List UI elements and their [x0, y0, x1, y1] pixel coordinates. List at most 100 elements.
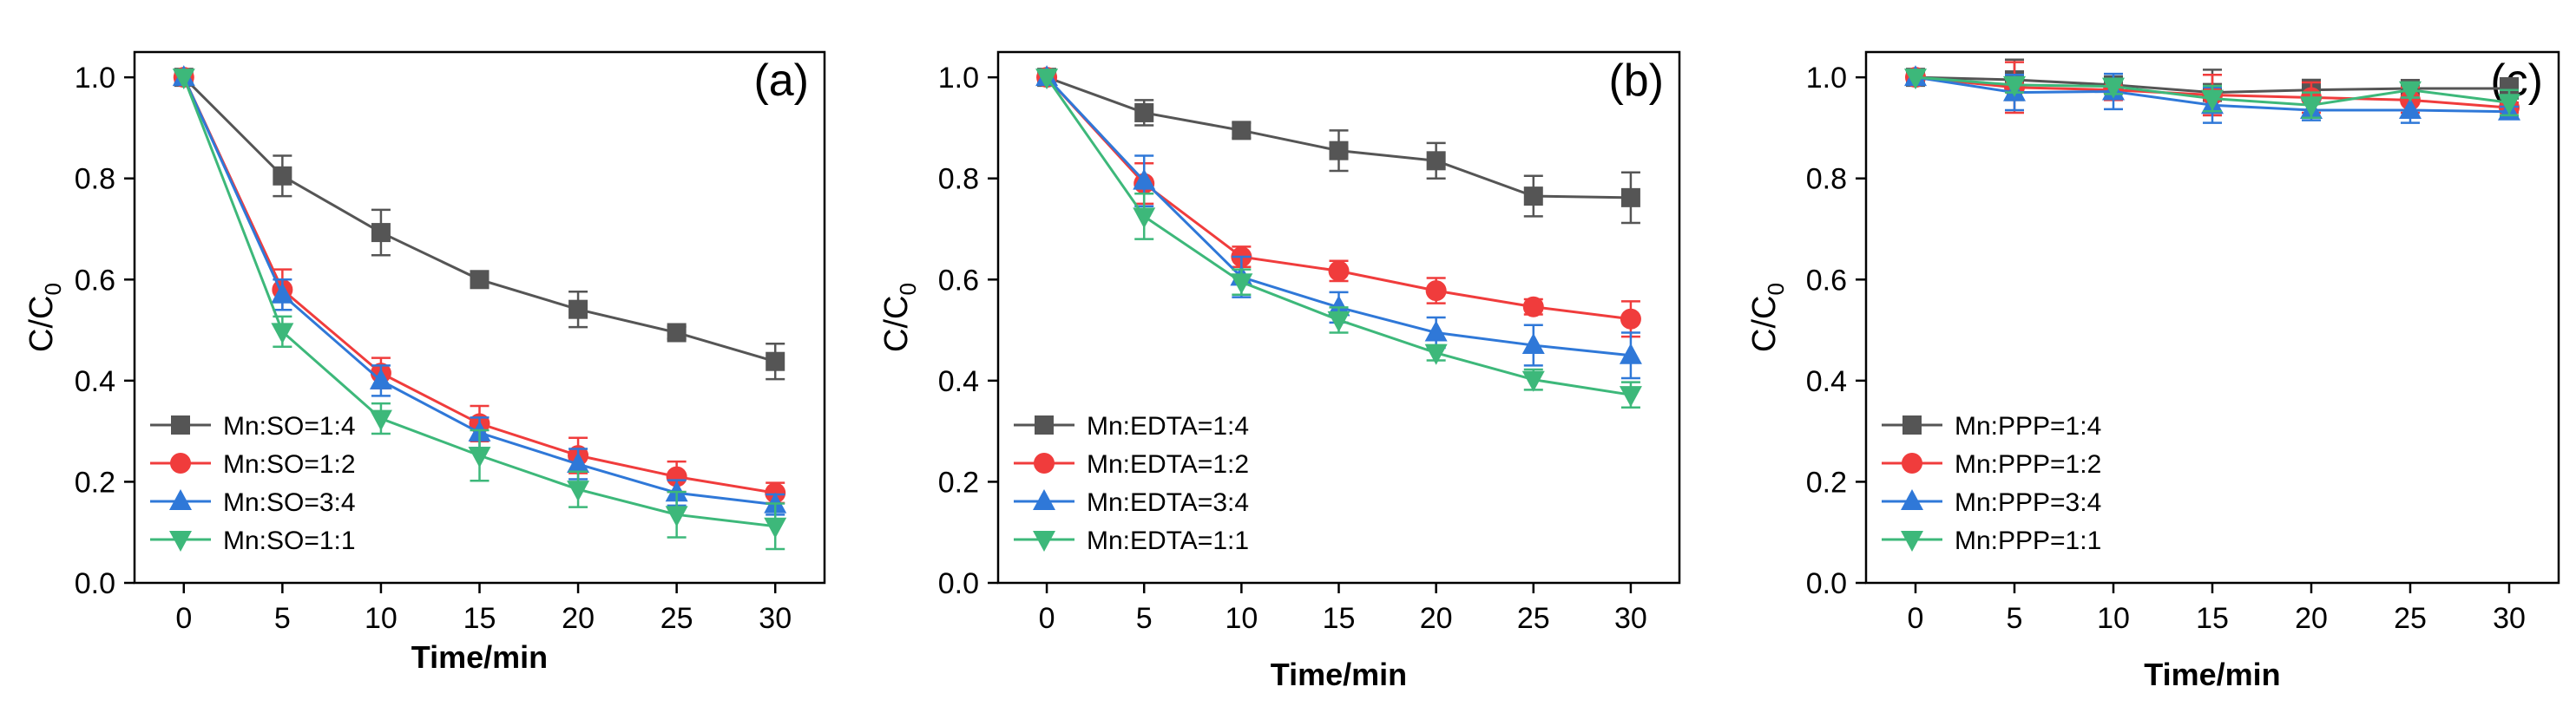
y-tick-label: 0.0	[1806, 567, 1847, 600]
x-tick-label: 15	[1323, 602, 1356, 635]
legend-label: Mn:EDTA=1:1	[1087, 527, 1249, 555]
x-tick-label: 30	[759, 602, 792, 635]
y-axis-title-subscript: 0	[895, 283, 921, 295]
data-point	[2300, 96, 2323, 118]
data-point	[1904, 69, 1927, 90]
series-line	[1045, 76, 1632, 321]
data-point	[271, 282, 294, 304]
legend-label: Mn:PPP=1:1	[1955, 527, 2101, 555]
panel-label: (a)	[753, 56, 809, 106]
legend-label: Mn:SO=1:1	[223, 527, 356, 555]
y-tick-label: 0.0	[75, 567, 115, 600]
data-point	[1523, 186, 1543, 206]
x-tick-label: 25	[1517, 602, 1550, 635]
legend-label: Mn:EDTA=1:4	[1087, 412, 1249, 441]
legend-label: Mn:EDTA=3:4	[1087, 488, 1249, 517]
y-axis-title: C/C0	[1746, 283, 1789, 352]
data-point	[1232, 121, 1252, 141]
data-point	[567, 452, 590, 474]
y-tick-label: 0.4	[938, 365, 979, 398]
x-tick-label: 0	[1039, 602, 1055, 635]
chart-panel-2: 0 5 10 15 20 25 30 0.0 0.2 0.4 0.6 0.8 1.0 Time/min C/…	[878, 50, 1681, 692]
x-axis-title: Time/min	[411, 639, 548, 675]
series-4	[1035, 69, 1642, 409]
data-point	[1133, 168, 1156, 190]
x-tick-label: 15	[2196, 602, 2229, 635]
legend-marker	[1035, 415, 1054, 435]
legend-marker	[170, 453, 191, 474]
legend-marker	[1034, 453, 1055, 474]
data-point	[1620, 308, 1641, 330]
legend-label: Mn:PPP=1:4	[1955, 412, 2101, 441]
data-point	[1619, 386, 1642, 408]
x-tick-label: 15	[463, 602, 496, 635]
legend-label: Mn:SO=1:4	[223, 412, 356, 441]
data-point	[172, 69, 195, 90]
y-tick-label: 0.6	[1806, 264, 1847, 297]
x-tick-label: 20	[2295, 602, 2328, 635]
data-point	[567, 481, 590, 502]
legend-label: Mn:PPP=1:2	[1955, 450, 2101, 479]
data-point	[1521, 333, 1545, 355]
legend: Mn:EDTA=1:4 Mn:EDTA=1:2 Mn:EDTA=3:4 Mn:EDTA…	[1014, 412, 1249, 555]
x-tick-label: 0	[175, 602, 192, 635]
data-point	[1134, 102, 1154, 122]
legend-marker	[171, 415, 190, 435]
data-point	[1133, 207, 1156, 229]
data-point	[271, 323, 294, 344]
data-point	[2498, 94, 2520, 115]
data-point	[369, 409, 392, 431]
x-tick-label: 10	[1225, 602, 1258, 635]
x-tick-label: 30	[2493, 602, 2526, 635]
y-tick-label: 0.2	[1806, 466, 1847, 499]
y-tick-label: 1.0	[1806, 62, 1847, 95]
legend-marker	[1902, 415, 1922, 435]
panel-label: (b)	[1608, 56, 1664, 106]
legend-marker	[1033, 531, 1055, 552]
data-point	[568, 299, 588, 319]
series-line	[182, 76, 776, 363]
data-point	[666, 466, 687, 487]
data-point	[665, 506, 688, 527]
legend-label: Mn:EDTA=1:2	[1087, 450, 1249, 479]
series-1	[1037, 68, 1640, 225]
y-tick-label: 0.8	[938, 163, 979, 196]
y-tick-label: 0.4	[1806, 365, 1847, 398]
series-4	[1904, 69, 2520, 120]
y-tick-label: 0.2	[75, 466, 115, 499]
series-4	[172, 69, 787, 551]
chart-panel-1: 0 5 10 15 20 25 30 0.0 0.2 0.4 0.6 0.8 1.0 Time/min C/…	[23, 50, 826, 675]
y-axis-title: C/C0	[23, 283, 66, 352]
data-point	[1619, 343, 1642, 364]
x-tick-label: 10	[365, 602, 398, 635]
y-tick-label: 0.8	[75, 163, 115, 196]
x-tick-label: 20	[562, 602, 595, 635]
data-point	[1328, 260, 1350, 282]
data-point	[766, 351, 785, 371]
y-axis-title-subscript: 0	[1763, 283, 1789, 295]
x-tick-label: 20	[1420, 602, 1453, 635]
legend-marker	[169, 489, 192, 510]
data-point	[1426, 151, 1446, 171]
legend: Mn:SO=1:4 Mn:SO=1:2 Mn:SO=3:4 Mn:SO=1:1	[150, 412, 356, 555]
legend-label: Mn:PPP=3:4	[1955, 488, 2101, 517]
x-tick-label: 25	[2394, 602, 2427, 635]
data-point	[2399, 81, 2422, 102]
legend-label: Mn:SO=3:4	[223, 488, 356, 517]
x-axis-title: Time/min	[1271, 657, 1407, 692]
legend-marker	[1901, 489, 1923, 510]
y-axis-title-main: C/C	[1746, 296, 1783, 352]
legend: Mn:PPP=1:4 Mn:PPP=1:2 Mn:PPP=3:4 Mn:PPP=1:1	[1882, 412, 2101, 555]
y-tick-label: 0.0	[938, 567, 979, 600]
y-tick-label: 1.0	[75, 62, 115, 95]
data-point	[1230, 273, 1253, 295]
data-point	[1327, 295, 1350, 317]
y-tick-label: 1.0	[938, 62, 979, 95]
data-point	[1035, 69, 1059, 90]
y-axis-title-subscript: 0	[40, 283, 66, 295]
y-tick-label: 0.2	[938, 466, 979, 499]
data-point	[2201, 89, 2224, 111]
y-tick-label: 0.4	[75, 365, 115, 398]
series-1	[174, 68, 785, 381]
